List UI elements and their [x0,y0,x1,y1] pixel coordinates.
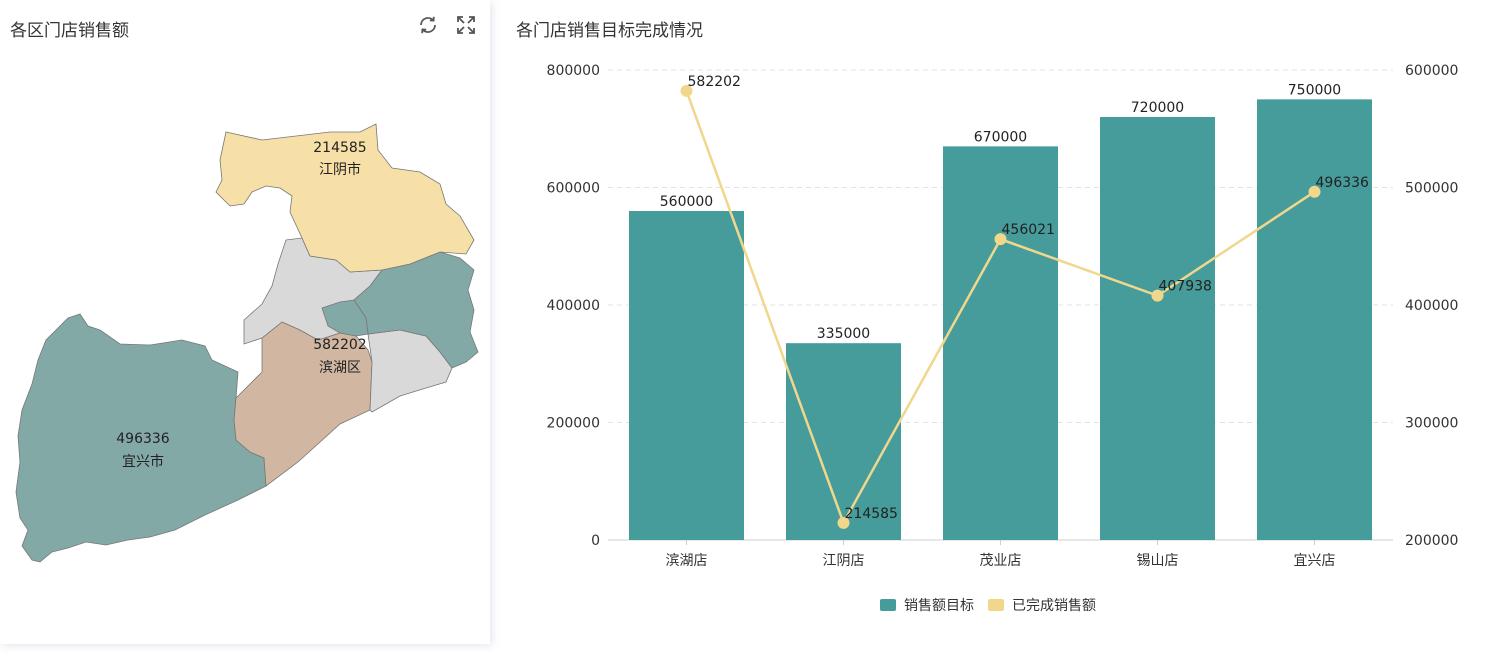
line-point[interactable] [994,233,1007,246]
region-map: 214585 江阴市 582202 滨湖区 496336 宜兴市 [15,123,479,563]
bar[interactable] [1100,117,1215,540]
bar[interactable] [1257,99,1372,540]
x-tick-label: 宜兴店 [1294,553,1336,569]
x-tick-label: 江阴店 [823,553,865,569]
region-name-jiangyin: 江阴市 [319,161,361,178]
legend-label-target: 销售额目标 [904,598,974,614]
y-right-tick-label: 600000 [1405,63,1458,79]
y-right-tick-label: 500000 [1405,181,1458,197]
region-yixing[interactable] [15,313,267,563]
legend-swatch-completed [988,599,1004,611]
bar-line-chart: 0 200000 400000 600000 800000 200000 300000 400… [547,63,1459,569]
chart-title: 各门店销售目标完成情况 [516,21,703,41]
region-value-yixing: 496336 [116,431,170,447]
fullscreen-icon[interactable] [455,14,477,36]
y-right-tick-label: 200000 [1405,533,1458,549]
line-point[interactable] [1308,185,1321,198]
legend-item-completed[interactable]: 已完成销售额 [988,595,1096,615]
line-point[interactable] [680,84,693,97]
chart-legend: 销售额目标 已完成销售额 [880,595,1096,615]
map-panel-title: 各区门店销售额 [10,21,129,41]
x-tick-label: 滨湖店 [666,553,708,569]
bar-data-label: 750000 [1288,82,1341,98]
legend-item-target[interactable]: 销售额目标 [880,595,974,615]
line-point[interactable] [837,516,850,529]
bar-data-label: 670000 [974,129,1027,145]
bar-data-label: 720000 [1131,100,1184,116]
region-value-binhu: 582202 [313,337,366,353]
bar[interactable] [786,343,901,540]
region-jiangyin[interactable] [215,123,475,273]
y-left-tick-label: 200000 [547,416,600,432]
y-left-tick-label: 400000 [547,298,600,314]
line-point[interactable] [1151,289,1164,302]
y-right-tick-label: 300000 [1405,416,1458,432]
map-panel: 各区门店销售额 [0,0,490,644]
legend-swatch-target [880,599,896,611]
bar-data-label: 335000 [817,326,870,342]
y-right-tick-label: 400000 [1405,298,1458,314]
bar[interactable] [629,211,744,540]
x-tick-label: 茂业店 [980,552,1022,569]
y-left-tick-label: 800000 [547,63,600,79]
refresh-icon[interactable] [417,14,439,36]
y-left-tick-label: 600000 [547,181,600,197]
region-value-jiangyin: 214585 [313,140,366,156]
line-data-label: 407938 [1159,279,1212,295]
region-liangxi[interactable] [321,299,369,337]
line-data-label: 214585 [845,506,898,522]
legend-label-completed: 已完成销售额 [1012,598,1096,614]
region-name-yixing: 宜兴市 [122,453,164,470]
region-name-binhu: 滨湖区 [319,360,361,376]
bar[interactable] [943,146,1058,540]
line-data-label: 582202 [688,74,741,90]
bar-data-label: 560000 [660,194,713,210]
line-data-label: 456021 [1002,222,1055,238]
x-tick-label: 锡山店 [1137,553,1179,569]
y-left-tick-label: 0 [591,533,600,549]
line-data-label: 496336 [1316,175,1370,191]
